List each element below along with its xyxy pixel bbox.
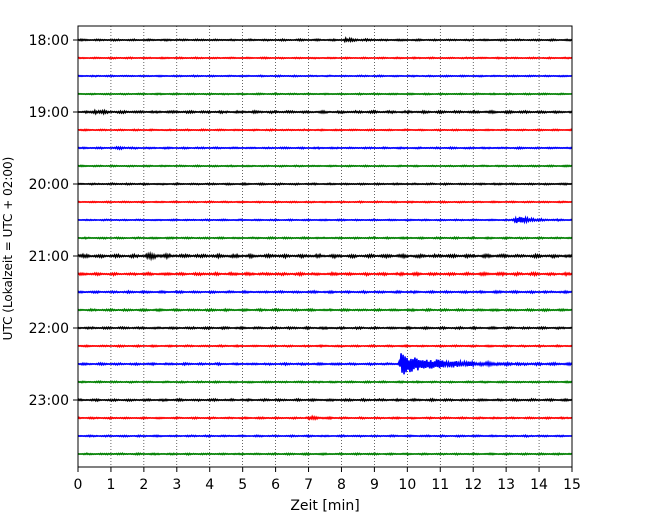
x-tick-label-9: 9 xyxy=(370,477,379,493)
x-tick-label-5: 5 xyxy=(238,477,247,493)
x-tick-label-0: 0 xyxy=(74,477,83,493)
trace-2300 xyxy=(77,397,573,403)
trace-2315 xyxy=(77,414,573,421)
trace-1845 xyxy=(77,92,573,96)
trace-2115 xyxy=(77,270,573,278)
y-axis-ticks: 18:00 19:00 20:00 21:00 22:00 23:00 xyxy=(29,33,78,409)
seismic-traces xyxy=(77,36,573,457)
y-tick-label-2100: 21:00 xyxy=(29,249,69,265)
y-tick-label-2200: 22:00 xyxy=(29,321,69,337)
y-tick-label-2000: 20:00 xyxy=(29,177,69,193)
trace-2345 xyxy=(77,451,573,457)
y-tick-label-1900: 19:00 xyxy=(29,105,69,121)
trace-2215 xyxy=(77,343,573,349)
trace-2200 xyxy=(77,325,573,331)
y-axis-label: UTC (Lokalzeit = UTC + 02:00) xyxy=(1,157,15,341)
y-tick-label-2300: 23:00 xyxy=(29,393,69,409)
trace-1815 xyxy=(77,56,573,60)
trace-2030 xyxy=(77,215,573,225)
x-tick-label-11: 11 xyxy=(431,477,449,493)
trace-2130 xyxy=(77,289,573,295)
trace-1930 xyxy=(77,145,573,151)
x-tick-label-4: 4 xyxy=(205,477,214,493)
trace-1900 xyxy=(77,108,573,116)
x-tick-label-6: 6 xyxy=(271,477,280,493)
plot-frame xyxy=(77,25,573,468)
x-tick-label-10: 10 xyxy=(398,477,416,493)
trace-2145 xyxy=(77,307,573,313)
trace-2000 xyxy=(77,181,573,187)
x-axis-label: Zeit [min] xyxy=(290,498,359,514)
trace-1915 xyxy=(77,128,573,132)
x-tick-label-8: 8 xyxy=(337,477,346,493)
x-tick-label-1: 1 xyxy=(106,477,115,493)
y-tick-label-1800: 18:00 xyxy=(29,33,69,49)
trace-2100 xyxy=(77,250,573,262)
trace-2330 xyxy=(77,434,573,438)
trace-1830 xyxy=(77,74,573,78)
x-tick-label-7: 7 xyxy=(304,477,313,493)
x-tick-label-14: 14 xyxy=(530,477,548,493)
x-tick-label-13: 13 xyxy=(497,477,515,493)
trace-2045 xyxy=(77,236,573,240)
x-axis-ticks: 0 1 2 3 4 5 6 7 8 9 10 11 12 13 14 15 xyxy=(74,467,581,493)
x-tick-label-12: 12 xyxy=(464,477,482,493)
x-tick-label-2: 2 xyxy=(139,477,148,493)
trace-2230 xyxy=(77,353,573,375)
trace-1800 xyxy=(77,36,573,44)
trace-1945 xyxy=(77,164,573,168)
trace-2015 xyxy=(77,200,573,204)
x-tick-label-15: 15 xyxy=(563,477,581,493)
x-tick-label-3: 3 xyxy=(172,477,181,493)
trace-2245 xyxy=(77,380,573,384)
